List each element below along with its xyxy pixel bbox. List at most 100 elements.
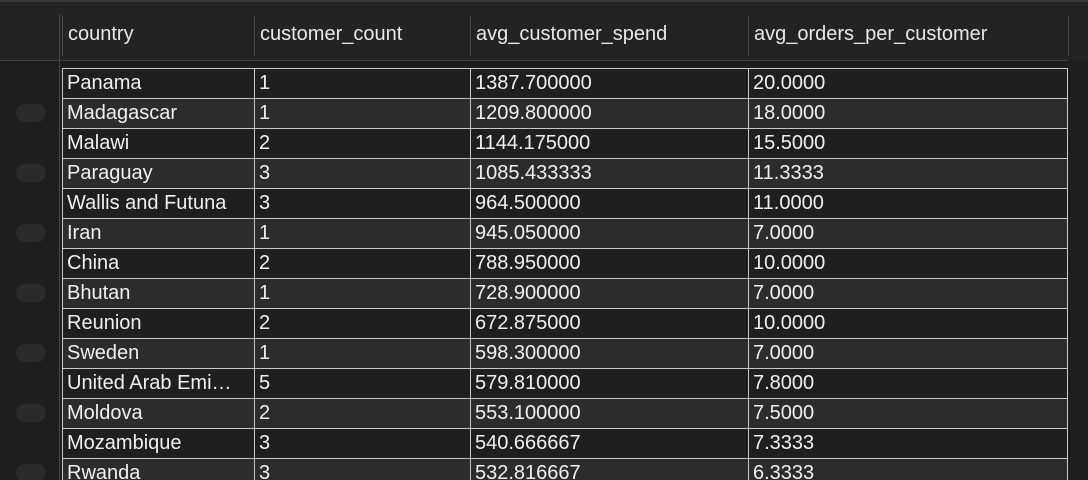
grid-header: country customer_count avg_customer_spen… [0, 2, 1088, 61]
cell-avg-orders-per-customer[interactable]: 7.5000 [748, 399, 1068, 428]
row-cells: Panama 1 1387.700000 20.0000 [62, 68, 1068, 98]
row-selector-handle[interactable] [16, 344, 46, 362]
cell-avg-customer-spend[interactable]: 945.050000 [470, 219, 748, 248]
table-row[interactable]: Moldova 2 553.100000 7.5000 [0, 398, 1088, 428]
cell-country[interactable]: Rwanda [62, 459, 254, 480]
cell-country[interactable]: Reunion [62, 309, 254, 338]
table-row[interactable]: Iran 1 945.050000 7.0000 [0, 218, 1088, 248]
cell-avg-orders-per-customer[interactable]: 11.3333 [748, 159, 1068, 188]
cell-avg-customer-spend[interactable]: 788.950000 [470, 249, 748, 278]
column-header-country[interactable]: country [62, 16, 254, 56]
cell-customer-count[interactable]: 1 [254, 99, 470, 128]
table-row[interactable]: United Arab Emi… 5 579.810000 7.8000 [0, 368, 1088, 398]
cell-avg-customer-spend[interactable]: 1209.800000 [470, 99, 748, 128]
table-row[interactable]: Malawi 2 1144.175000 15.5000 [0, 128, 1088, 158]
cell-avg-customer-spend[interactable]: 540.666667 [470, 429, 748, 458]
cell-avg-customer-spend[interactable]: 1144.175000 [470, 129, 748, 158]
table-row[interactable]: Reunion 2 672.875000 10.0000 [0, 308, 1088, 338]
table-row[interactable]: Sweden 1 598.300000 7.0000 [0, 338, 1088, 368]
cell-avg-orders-per-customer[interactable]: 11.0000 [748, 189, 1068, 218]
row-cells: Rwanda 3 532.816667 6.3333 [62, 458, 1068, 480]
row-cells: Mozambique 3 540.666667 7.3333 [62, 428, 1068, 458]
cell-avg-orders-per-customer[interactable]: 7.0000 [748, 339, 1068, 368]
row-cells: Paraguay 3 1085.433333 11.3333 [62, 158, 1068, 188]
cell-country[interactable]: Sweden [62, 339, 254, 368]
cell-country[interactable]: Madagascar [62, 99, 254, 128]
row-cells: Reunion 2 672.875000 10.0000 [62, 308, 1068, 338]
cell-avg-customer-spend[interactable]: 579.810000 [470, 369, 748, 398]
grid-body: Panama 1 1387.700000 20.0000 Madagascar 1 1209… [0, 68, 1088, 480]
grid-right-margin [1068, 60, 1088, 480]
column-header-avg-customer-spend[interactable]: avg_customer_spend [470, 16, 748, 56]
row-gutter-divider [59, 14, 60, 480]
row-selector-handle[interactable] [16, 164, 46, 182]
cell-customer-count[interactable]: 3 [254, 189, 470, 218]
cell-avg-orders-per-customer[interactable]: 6.3333 [748, 459, 1068, 480]
cell-customer-count[interactable]: 2 [254, 399, 470, 428]
row-cells: Madagascar 1 1209.800000 18.0000 [62, 98, 1068, 128]
cell-avg-orders-per-customer[interactable]: 7.0000 [748, 279, 1068, 308]
cell-avg-orders-per-customer[interactable]: 15.5000 [748, 129, 1068, 158]
cell-avg-customer-spend[interactable]: 598.300000 [470, 339, 748, 368]
cell-country[interactable]: Paraguay [62, 159, 254, 188]
column-header-avg-orders-per-customer[interactable]: avg_orders_per_customer [748, 16, 1068, 56]
cell-customer-count[interactable]: 2 [254, 309, 470, 338]
row-selector-handle[interactable] [16, 224, 46, 242]
cell-avg-customer-spend[interactable]: 672.875000 [470, 309, 748, 338]
row-cells: Moldova 2 553.100000 7.5000 [62, 398, 1068, 428]
cell-customer-count[interactable]: 1 [254, 219, 470, 248]
cell-customer-count[interactable]: 3 [254, 429, 470, 458]
row-selector-handle[interactable] [16, 464, 46, 480]
row-selector-handle[interactable] [16, 104, 46, 122]
cell-avg-orders-per-customer[interactable]: 10.0000 [748, 249, 1068, 278]
table-row[interactable]: Paraguay 3 1085.433333 11.3333 [0, 158, 1088, 188]
cell-country[interactable]: Bhutan [62, 279, 254, 308]
table-row[interactable]: China 2 788.950000 10.0000 [0, 248, 1088, 278]
table-row[interactable]: Rwanda 3 532.816667 6.3333 [0, 458, 1088, 480]
cell-avg-customer-spend[interactable]: 964.500000 [470, 189, 748, 218]
cell-customer-count[interactable]: 5 [254, 369, 470, 398]
cell-country[interactable]: China [62, 249, 254, 278]
cell-country[interactable]: Iran [62, 219, 254, 248]
row-selector-handle[interactable] [16, 284, 46, 302]
cell-customer-count[interactable]: 1 [254, 339, 470, 368]
row-cells: Bhutan 1 728.900000 7.0000 [62, 278, 1068, 308]
cell-country[interactable]: Malawi [62, 129, 254, 158]
cell-country[interactable]: Moldova [62, 399, 254, 428]
row-cells: Sweden 1 598.300000 7.0000 [62, 338, 1068, 368]
cell-avg-orders-per-customer[interactable]: 10.0000 [748, 309, 1068, 338]
table-row[interactable]: Panama 1 1387.700000 20.0000 [0, 68, 1088, 98]
table-row[interactable]: Mozambique 3 540.666667 7.3333 [0, 428, 1088, 458]
table-row[interactable]: Madagascar 1 1209.800000 18.0000 [0, 98, 1088, 128]
cell-avg-customer-spend[interactable]: 728.900000 [470, 279, 748, 308]
row-cells: United Arab Emi… 5 579.810000 7.8000 [62, 368, 1068, 398]
column-header-customer-count[interactable]: customer_count [254, 16, 470, 56]
row-cells: China 2 788.950000 10.0000 [62, 248, 1068, 278]
cell-avg-orders-per-customer[interactable]: 7.8000 [748, 369, 1068, 398]
cell-customer-count[interactable]: 1 [254, 69, 470, 98]
row-cells: Malawi 2 1144.175000 15.5000 [62, 128, 1068, 158]
row-cells: Iran 1 945.050000 7.0000 [62, 218, 1068, 248]
cell-avg-orders-per-customer[interactable]: 7.3333 [748, 429, 1068, 458]
cell-country[interactable]: United Arab Emi… [62, 369, 254, 398]
row-selector-handle[interactable] [16, 404, 46, 422]
table-row[interactable]: Bhutan 1 728.900000 7.0000 [0, 278, 1088, 308]
cell-avg-customer-spend[interactable]: 553.100000 [470, 399, 748, 428]
cell-avg-customer-spend[interactable]: 532.816667 [470, 459, 748, 480]
cell-customer-count[interactable]: 3 [254, 159, 470, 188]
cell-avg-orders-per-customer[interactable]: 7.0000 [748, 219, 1068, 248]
row-cells: Wallis and Futuna 3 964.500000 11.0000 [62, 188, 1068, 218]
cell-customer-count[interactable]: 2 [254, 129, 470, 158]
cell-avg-customer-spend[interactable]: 1085.433333 [470, 159, 748, 188]
table-row[interactable]: Wallis and Futuna 3 964.500000 11.0000 [0, 188, 1088, 218]
cell-avg-orders-per-customer[interactable]: 20.0000 [748, 69, 1068, 98]
cell-country[interactable]: Panama [62, 69, 254, 98]
cell-customer-count[interactable]: 3 [254, 459, 470, 480]
cell-avg-customer-spend[interactable]: 1387.700000 [470, 69, 748, 98]
cell-country[interactable]: Wallis and Futuna [62, 189, 254, 218]
cell-country[interactable]: Mozambique [62, 429, 254, 458]
cell-customer-count[interactable]: 1 [254, 279, 470, 308]
cell-customer-count[interactable]: 2 [254, 249, 470, 278]
cell-avg-orders-per-customer[interactable]: 18.0000 [748, 99, 1068, 128]
